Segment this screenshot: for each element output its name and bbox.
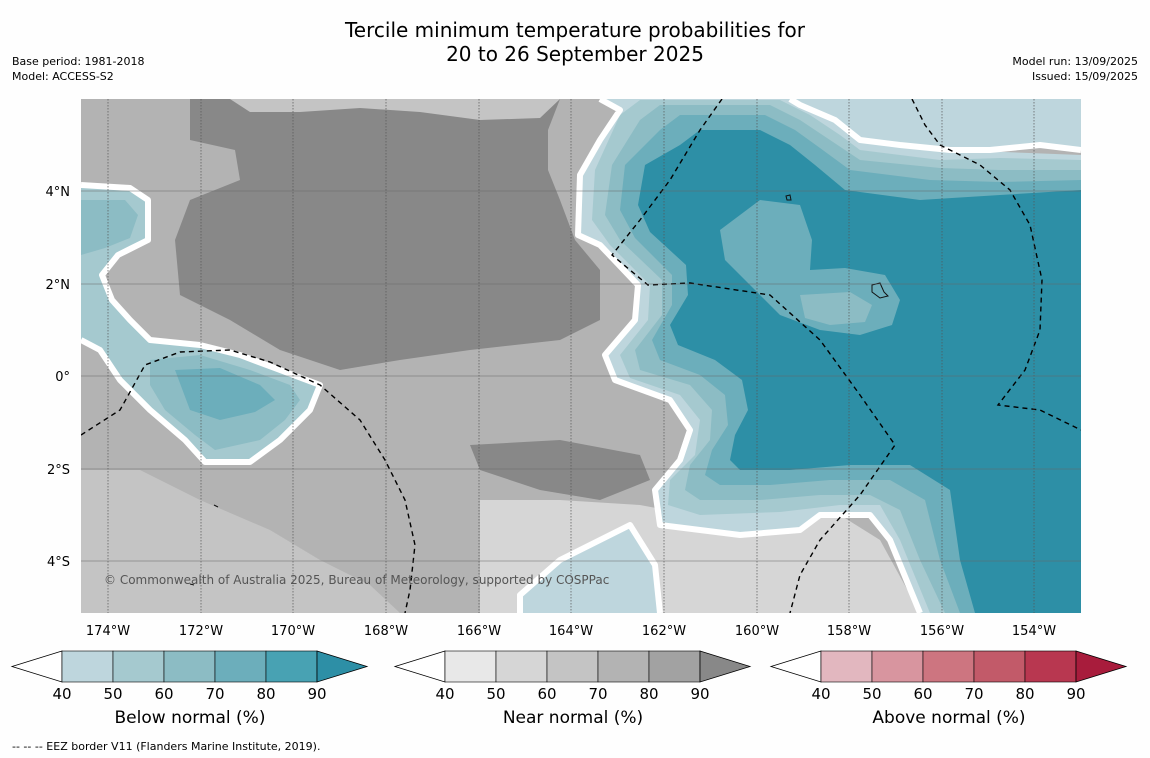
lat-label: 4°N: [46, 185, 71, 200]
legend-swatch: [546, 650, 599, 683]
legend-extend-high: [1075, 650, 1128, 683]
legend-tick-label: 70: [588, 685, 607, 703]
legend-tick-label: 60: [154, 685, 173, 703]
legend-label-below: Below normal (%): [114, 708, 266, 728]
legend-label-near: Near normal (%): [502, 708, 644, 728]
lon-label: 160°W: [735, 624, 779, 639]
legend-swatch: [214, 650, 267, 683]
legend-tick-label: 80: [1015, 685, 1034, 703]
lat-label: 2°N: [46, 278, 71, 293]
base-period-text: Base period: 1981-2018: [12, 55, 145, 68]
below-normal-south-region: [520, 525, 660, 613]
meta-left: Base period: 1981-2018 Model: ACCESS-S2: [12, 54, 144, 84]
near-normal-90-region: [175, 99, 600, 370]
legend-extend-high: [316, 650, 369, 683]
lon-label: 154°W: [1012, 624, 1056, 639]
lat-label: 2°S: [47, 463, 70, 478]
lat-label: 0°: [55, 370, 70, 385]
lon-label: 168°W: [364, 624, 408, 639]
lon-label: 162°W: [642, 624, 686, 639]
near-normal-90-region-south: [470, 440, 650, 500]
legend-tick-label: 60: [537, 685, 556, 703]
legend-tick-label: 90: [307, 685, 326, 703]
lon-label: 166°W: [457, 624, 501, 639]
legend-tick-label: 40: [811, 685, 830, 703]
legend-colorbar-below: 40 50 60 70 80 90: [10, 650, 369, 703]
title-line-1: Tercile minimum temperature probabilitie…: [344, 18, 806, 42]
legend-swatch: [820, 650, 873, 683]
legend-tick-label: 40: [435, 685, 454, 703]
legend-tick-label: 70: [964, 685, 983, 703]
lon-label: 158°W: [827, 624, 871, 639]
legend-colorbar-near: 40 50 60 70 80 90: [393, 650, 752, 703]
legend-tick-label: 90: [690, 685, 709, 703]
legends: 40 50 60 70 80 90 40 50 60 70 80 90 40 50 60 70 80 90: [10, 650, 1128, 703]
lat-label: 4°S: [47, 555, 70, 570]
legend-swatch: [1024, 650, 1077, 683]
eez-footnote: -- -- -- EEZ border V11 (Flanders Marine…: [12, 740, 321, 753]
model-text: Model: ACCESS-S2: [12, 70, 114, 83]
legend-swatch: [112, 650, 165, 683]
near-normal-60-region-top: [230, 99, 560, 120]
meta-right: Model run: 13/09/2025 Issued: 15/09/2025: [1012, 54, 1138, 84]
near-normal-60-region-south: [81, 470, 400, 613]
legend-swatch: [973, 650, 1026, 683]
legend-tick-label: 50: [862, 685, 881, 703]
below-normal-80-patch-north: [800, 292, 872, 325]
legend-swatch: [648, 650, 701, 683]
legend-extend-low: [393, 650, 446, 683]
legend-tick-label: 90: [1066, 685, 1085, 703]
copyright-text: © Commonwealth of Australia 2025, Bureau…: [104, 573, 609, 587]
below-normal-west-80-region: [175, 368, 275, 420]
latitude-labels: 4°N 2°N 0° 2°S 4°S: [46, 185, 71, 570]
figure-title: Tercile minimum temperature probabilitie…: [0, 18, 1150, 66]
title-line-2: 20 to 26 September 2025: [446, 42, 704, 66]
issued-text: Issued: 15/09/2025: [1031, 70, 1138, 83]
lon-label: 174°W: [86, 624, 130, 639]
legend-swatch: [597, 650, 650, 683]
model-run-text: Model run: 13/09/2025: [1012, 55, 1138, 68]
legend-swatch: [163, 650, 216, 683]
lon-label: 170°W: [271, 624, 315, 639]
probability-map: © Commonwealth of Australia 2025, Bureau…: [81, 99, 1081, 613]
lon-label: 164°W: [549, 624, 593, 639]
lon-label: 172°W: [179, 624, 223, 639]
legend-swatch: [61, 650, 114, 683]
legend-extend-high: [699, 650, 752, 683]
legend-tick-label: 50: [103, 685, 122, 703]
longitude-labels: 174°W 172°W 170°W 168°W 166°W 164°W 162°W 160°W…: [86, 624, 1056, 639]
legend-swatch: [444, 650, 497, 683]
legend-swatch: [871, 650, 924, 683]
legend-tick-label: 70: [205, 685, 224, 703]
legend-tick-label: 80: [256, 685, 275, 703]
legend-tick-label: 40: [52, 685, 71, 703]
legend-tick-label: 50: [486, 685, 505, 703]
legend-swatch: [265, 650, 318, 683]
legend-colorbar-above: 40 50 60 70 80 90: [769, 650, 1128, 703]
legend-extend-low: [769, 650, 822, 683]
legend-label-above: Above normal (%): [872, 708, 1026, 728]
legend-tick-label: 60: [913, 685, 932, 703]
legend-swatch: [922, 650, 975, 683]
legend-tick-label: 80: [639, 685, 658, 703]
legend-swatch: [495, 650, 548, 683]
lon-label: 156°W: [920, 624, 964, 639]
legend-extend-low: [10, 650, 63, 683]
